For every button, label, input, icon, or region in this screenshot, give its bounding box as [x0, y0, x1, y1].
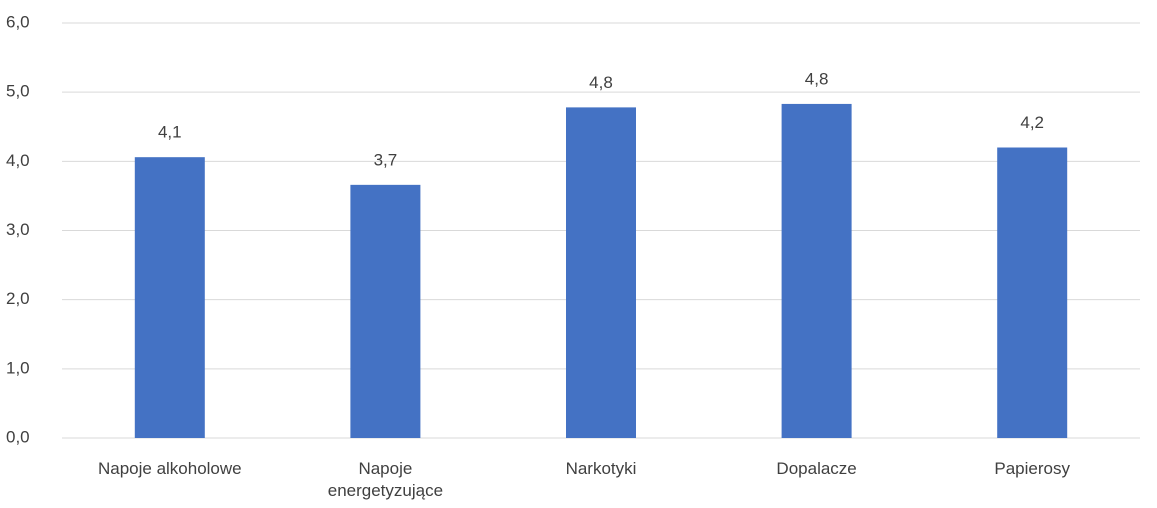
bar [781, 103, 852, 439]
data-label: 4,1 [158, 123, 182, 142]
bar [997, 147, 1068, 438]
y-tick-label: 6,0 [6, 12, 30, 31]
x-tick-label: Narkotyki [565, 459, 637, 478]
data-label: 4,8 [589, 73, 613, 92]
x-tick-label: Napoje alkoholowe [97, 459, 242, 478]
data-label: 3,7 [374, 150, 398, 169]
y-tick-label: 5,0 [6, 82, 30, 101]
data-label: 4,2 [1020, 113, 1044, 132]
y-tick-label: 3,0 [6, 220, 30, 239]
x-tick-label: Dopalacze [776, 459, 857, 478]
data-label: 4,8 [805, 69, 829, 88]
bar [566, 107, 636, 438]
x-tick-label: Papierosy [994, 459, 1070, 478]
y-tick-label: 4,0 [6, 151, 30, 170]
bar [134, 157, 205, 438]
y-tick-label: 0,0 [6, 427, 30, 446]
bar [350, 184, 421, 438]
y-tick-label: 1,0 [6, 358, 30, 377]
x-tick-label: Napoje energetyzujące [327, 459, 444, 500]
y-tick-label: 2,0 [6, 289, 30, 308]
